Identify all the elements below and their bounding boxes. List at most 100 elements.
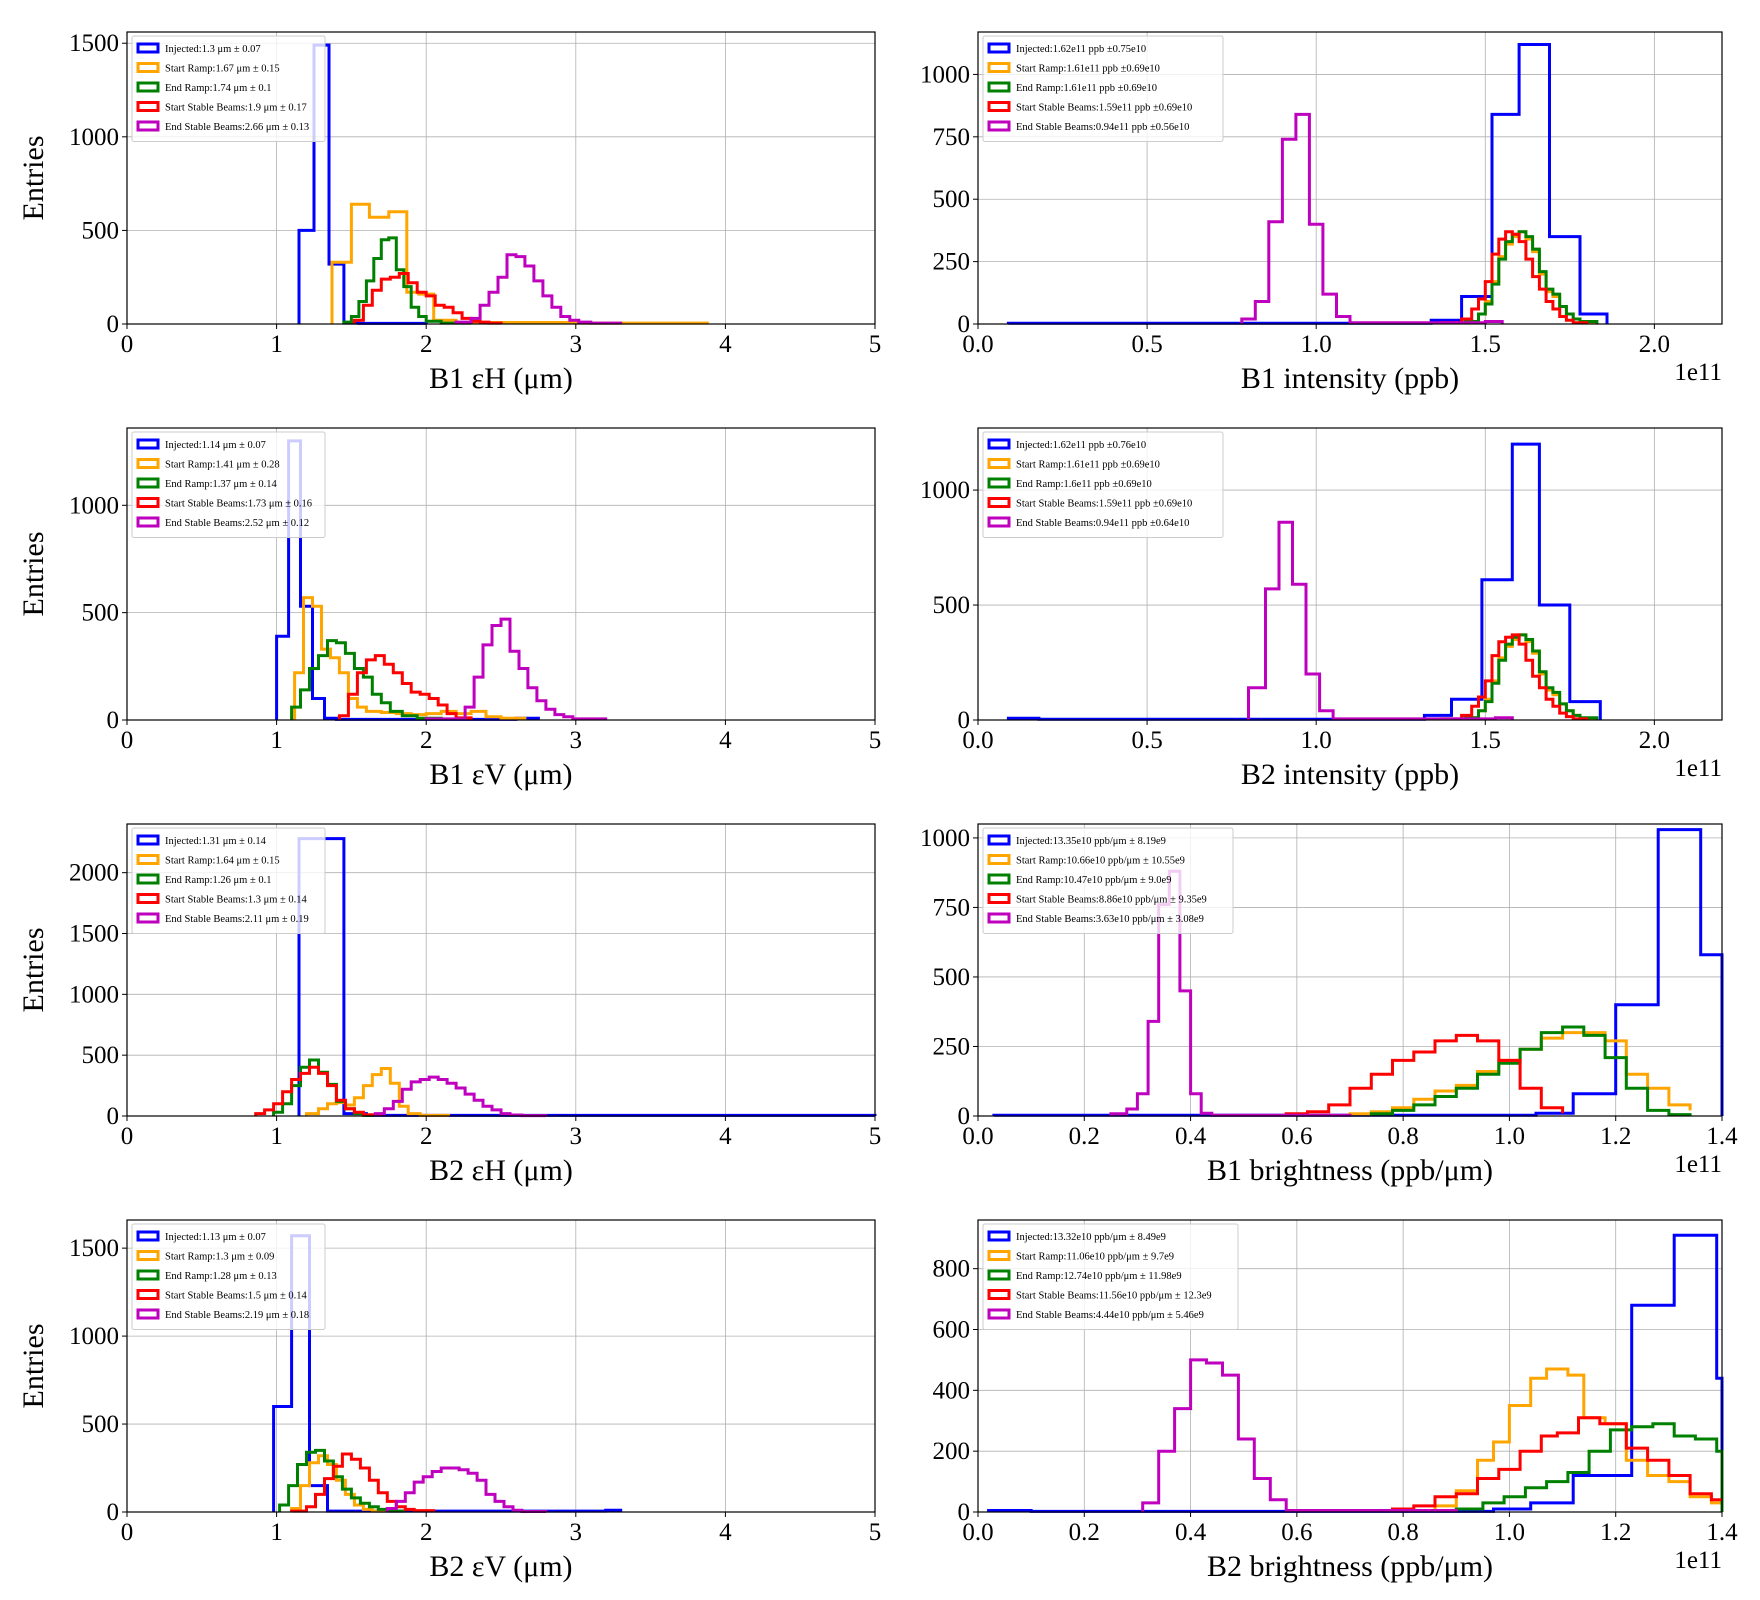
histogram-series-start-stable-beams — [290, 1452, 436, 1513]
legend-entry-label: Injected:1.31 μm ± 0.14 — [165, 836, 267, 847]
histogram-series-end-ramp — [278, 1448, 406, 1513]
legend-box — [982, 827, 1234, 934]
x-tick-label: 0.0 — [962, 331, 993, 358]
histogram-series-start-ramp — [293, 596, 527, 720]
x-tick-label: 0.2 — [1069, 1123, 1100, 1150]
x-axis-label: B2 εH (μm) — [429, 1154, 573, 1187]
y-tick-label: 2000 — [69, 860, 119, 887]
legend-swatch-start-ramp — [136, 62, 160, 73]
x-tick-label: 0.6 — [1281, 1123, 1312, 1150]
x-axis-offset-label: 1e11 — [1674, 755, 1722, 782]
legend-swatch-end-stable-beams — [987, 1308, 1011, 1320]
legend-swatch-start-stable-beams — [136, 497, 160, 508]
histogram-series-end-ramp — [1369, 1025, 1692, 1117]
legend-box — [131, 827, 326, 934]
x-tick-label: 1 — [270, 727, 283, 754]
x-axis-label: B1 εH (μm) — [429, 362, 573, 395]
legend: Injected:1.14 μm ± 0.07 Start Ramp:1.41 μ… — [131, 431, 326, 538]
legend-swatch-start-ramp — [987, 458, 1011, 469]
legend-entry-label: Start Stable Beams:1.9 μm ± 0.17 — [165, 103, 307, 114]
axes-frame — [126, 31, 876, 325]
x-tick-label: 1 — [270, 1519, 283, 1546]
y-tick-label: 1000 — [69, 492, 119, 519]
x-tick-label: 1 — [270, 1123, 283, 1150]
legend-entry-label: Start Ramp:1.61e11 ppb ±0.69e10 — [1016, 460, 1160, 471]
x-tick-label: 2 — [420, 1123, 433, 1150]
y-tick-label: 500 — [933, 964, 971, 991]
legend-entry-label: Start Stable Beams:1.3 μm ± 0.14 — [165, 895, 308, 906]
histogram-series-injected — [1006, 442, 1602, 721]
x-axis-label: B2 εV (μm) — [429, 1550, 572, 1583]
x-tick-label: 2.0 — [1639, 331, 1670, 358]
legend-entry-label: Start Stable Beams:1.73 μm ± 0.16 — [165, 499, 312, 510]
x-tick-label: 3 — [570, 727, 583, 754]
y-tick-label: 0 — [958, 1499, 971, 1526]
legend-entry-label: End Ramp:1.61e11 ppb ±0.69e10 — [1016, 83, 1157, 94]
axes-frame — [977, 427, 1723, 721]
y-axis-label: Entries — [17, 1324, 50, 1409]
x-axis-label: B2 brightness (ppb/μm) — [1207, 1550, 1493, 1583]
x-tick-label: 0.0 — [962, 1519, 993, 1546]
histogram-series-injected — [297, 837, 877, 1117]
legend-entry-label: Start Ramp:11.06e10 ppb/μm ± 9.7e9 — [1016, 1252, 1174, 1263]
legend-swatch-end-ramp — [136, 873, 160, 885]
y-tick-label: 800 — [933, 1256, 971, 1283]
legend-swatch-start-ramp — [987, 62, 1011, 73]
x-tick-label: 1.0 — [1301, 727, 1332, 754]
x-tick-label: 1.0 — [1494, 1123, 1525, 1150]
y-tick-label: 200 — [933, 1438, 971, 1465]
legend-swatch-start-ramp — [136, 854, 160, 865]
legend-entry-label: End Stable Beams:4.44e10 ppb/μm ± 5.46e9 — [1016, 1310, 1204, 1321]
histogram-series-end-stable-beams — [1240, 112, 1504, 325]
x-tick-label: 0 — [121, 1123, 134, 1150]
legend: Injected:13.35e10 ppb/μm ± 8.19e9 Start R… — [982, 827, 1234, 934]
legend-entry-label: End Stable Beams:0.94e11 ppb ±0.56e10 — [1016, 122, 1189, 133]
y-axis-label: Entries — [17, 532, 50, 617]
axes-frame — [126, 1219, 876, 1513]
y-tick-label: 1000 — [920, 825, 970, 852]
legend-swatch-injected — [987, 438, 1011, 450]
legend-entry-label: Injected:1.14 μm ± 0.07 — [165, 440, 266, 451]
legend-entry-label: Start Stable Beams:11.56e10 ppb/μm ± 12.… — [1016, 1291, 1212, 1302]
legend-entry-label: Start Ramp:1.3 μm ± 0.09 — [165, 1252, 274, 1263]
axes-frame — [977, 823, 1723, 1117]
legend-swatch-end-stable-beams — [136, 120, 160, 132]
y-tick-label: 0 — [107, 311, 120, 338]
legend-box — [982, 35, 1224, 142]
axes-frame — [126, 823, 876, 1117]
y-tick-label: 1000 — [920, 477, 970, 504]
x-tick-label: 4 — [719, 727, 732, 754]
legend-entry-label: Start Stable Beams:1.5 μm ± 0.14 — [165, 1291, 308, 1302]
legend-entry-label: End Stable Beams:2.66 μm ± 0.13 — [165, 122, 309, 133]
legend-swatch-end-ramp — [987, 81, 1011, 93]
legend-swatch-start-stable-beams — [987, 893, 1011, 904]
x-axis-label: B1 εV (μm) — [429, 758, 572, 791]
x-tick-label: 3 — [570, 331, 583, 358]
histogram-series-start-ramp — [1433, 1367, 1724, 1512]
legend-swatch-end-stable-beams — [987, 516, 1011, 528]
histogram-series-end-stable-beams — [1247, 520, 1514, 721]
legend: Injected:1.31 μm ± 0.14 Start Ramp:1.64 μ… — [131, 827, 326, 934]
x-tick-label: 1.5 — [1470, 331, 1501, 358]
x-tick-label: 0.0 — [962, 1123, 993, 1150]
y-tick-label: 500 — [933, 186, 971, 213]
x-tick-label: 4 — [719, 331, 732, 358]
y-tick-label: 0 — [107, 1103, 120, 1130]
x-axis-label: B1 intensity (ppb) — [1241, 362, 1459, 395]
legend-swatch-end-ramp — [136, 477, 160, 489]
histogram-series-injected — [992, 828, 1724, 1117]
axes-frame — [977, 1219, 1723, 1513]
y-tick-label: 500 — [933, 592, 971, 619]
histogram-series-end-ramp — [290, 639, 443, 720]
x-tick-label: 0 — [121, 727, 134, 754]
x-tick-label: 1.4 — [1706, 1123, 1738, 1150]
legend-swatch-injected — [136, 1230, 160, 1242]
y-tick-label: 1000 — [69, 1323, 119, 1350]
legend: Injected:1.62e11 ppb ±0.76e10 Start Ramp:… — [982, 431, 1224, 538]
x-axis-offset-label: 1e11 — [1674, 1151, 1722, 1178]
legend-entry-label: End Stable Beams:2.19 μm ± 0.18 — [165, 1310, 309, 1321]
x-tick-label: 0.5 — [1131, 727, 1162, 754]
y-tick-label: 500 — [82, 217, 120, 244]
legend-entry-label: Injected:13.32e10 ppb/μm ± 8.49e9 — [1016, 1232, 1166, 1243]
x-tick-label: 1.4 — [1706, 1519, 1738, 1546]
